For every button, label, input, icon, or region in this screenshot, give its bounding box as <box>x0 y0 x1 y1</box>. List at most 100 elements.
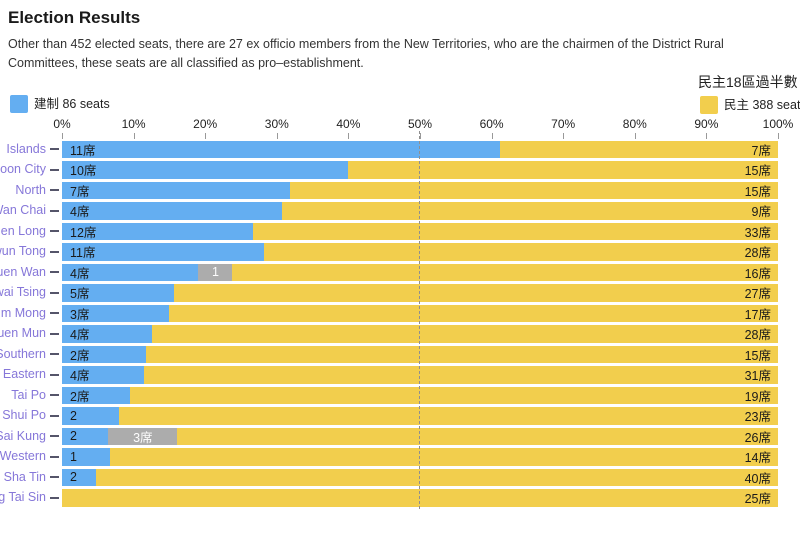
district-label: Kowloon City <box>0 162 46 176</box>
bar-segment-establishment <box>62 263 199 281</box>
bar-segment-establishment <box>62 386 131 404</box>
y-axis-tick-mark <box>50 291 59 294</box>
x-axis-tick-label: 40% <box>336 117 361 131</box>
bar-row: Tsuen Wan 4席 1 16席 <box>0 263 800 281</box>
establishment-seats-label: 12席 <box>70 225 97 240</box>
x-axis-tick-label: 100% <box>762 117 794 131</box>
bar-row: Islands 11席 7席 <box>0 140 800 158</box>
y-axis-tick-mark <box>50 455 59 458</box>
establishment-seats-label: 3席 <box>70 307 90 322</box>
x-axis-tick-label: 0% <box>53 117 71 131</box>
bar-segment-democracy <box>173 284 778 302</box>
district-label: Central and Western <box>0 449 46 463</box>
bar-segment-establishment <box>62 407 120 425</box>
district-label: Wan Chai <box>0 203 46 217</box>
bar-segment-democracy <box>109 448 778 466</box>
district-label: Sham Shui Po <box>0 408 46 422</box>
x-axis-tick-label: 90% <box>694 117 719 131</box>
district-label: Tai Po <box>11 387 46 402</box>
y-axis-tick-mark <box>50 373 59 376</box>
bar-segment-others <box>198 263 233 281</box>
bar-segment-democracy <box>289 181 778 199</box>
bar-segment-establishment <box>62 181 290 199</box>
establishment-seats-label: 2 <box>70 429 77 444</box>
democracy-seats-label: 15席 <box>744 348 771 363</box>
establishment-seats-label: 10席 <box>70 164 97 179</box>
bar-row: Eastern 4席 31席 <box>0 366 800 384</box>
y-axis-tick-mark <box>50 332 59 335</box>
bar-row: Kowloon City 10席 15席 <box>0 161 800 179</box>
bar-row: Wong Tai Sin 25席 <box>0 489 800 507</box>
bar-segment-establishment <box>62 140 500 158</box>
legend-democracy-swatch <box>700 96 718 114</box>
y-axis-tick-mark <box>50 353 59 355</box>
bar-segment-democracy <box>62 489 778 507</box>
subtitle-line-1: Other than 452 elected seats, there are … <box>8 37 724 51</box>
bar-row: Central and Western 1 14席 <box>0 448 800 466</box>
bar-segment-democracy <box>143 366 778 384</box>
democracy-seats-label: 28席 <box>744 246 771 261</box>
bar-row: Sha Tin 2 40席 <box>0 468 800 486</box>
x-axis-tick-mark <box>634 133 636 139</box>
bar-segment-establishment <box>62 427 109 445</box>
establishment-seats-label: 2 <box>70 470 77 485</box>
establishment-seats-label: 5席 <box>70 287 90 302</box>
democracy-seats-label: 15席 <box>744 164 771 179</box>
x-axis-tick-mark <box>778 133 779 139</box>
y-axis-tick-mark <box>50 435 59 437</box>
bar-segment-democracy <box>146 345 778 363</box>
x-axis-tick-mark <box>276 133 278 139</box>
democracy-seats-label: 25席 <box>744 492 771 507</box>
democracy-majority-annotation: 民主18區過半數 <box>698 74 798 90</box>
x-axis-tick-mark <box>420 133 421 139</box>
establishment-seats-label: 4席 <box>70 205 90 220</box>
democracy-seats-label: 17席 <box>744 307 771 322</box>
democracy-seats-label: 28席 <box>744 328 771 343</box>
bar-segment-establishment <box>62 448 110 466</box>
bar-row: Sai Kung 2 3席 26席 <box>0 427 800 445</box>
x-axis-tick-mark <box>563 133 565 139</box>
district-label: Eastern <box>2 367 46 381</box>
district-label: Tuen Mun <box>0 326 46 340</box>
bar-row: Wan Chai 4席 9席 <box>0 202 800 220</box>
others-seats-label: 3席 <box>133 430 153 445</box>
district-label: Kwun Tong <box>0 244 46 258</box>
bar-row: Kwai Tsing 5席 27席 <box>0 284 800 302</box>
democracy-seats-label: 23席 <box>744 410 771 425</box>
district-label: Wong Tai Sin <box>0 490 46 504</box>
democracy-seats-label: 33席 <box>744 225 771 240</box>
bar-row: North 7席 15席 <box>0 181 800 199</box>
bar-segment-democracy <box>499 140 778 158</box>
district-label: Kwai Tsing <box>0 285 46 299</box>
bar-segment-democracy <box>232 263 778 281</box>
legend-establishment-swatch <box>10 95 28 113</box>
bar-segment-democracy <box>252 222 778 240</box>
x-axis-tick-mark <box>133 133 135 139</box>
bar-segment-establishment <box>62 366 144 384</box>
y-axis-tick-mark <box>50 496 59 499</box>
y-axis-tick-mark <box>50 476 59 478</box>
establishment-seats-label: 11席 <box>70 246 96 261</box>
y-axis-tick-mark <box>50 230 59 232</box>
x-axis-tick-label: 30% <box>264 117 289 131</box>
bar-row: Yau Tsim Mong 3席 17席 <box>0 304 800 322</box>
district-label: Islands <box>6 141 46 156</box>
bar-segment-establishment <box>62 284 174 302</box>
democracy-seats-label: 16席 <box>744 266 771 281</box>
democracy-seats-label: 14席 <box>744 451 771 466</box>
x-axis-tick-label: 60% <box>479 117 504 131</box>
establishment-seats-label: 2 <box>70 408 77 423</box>
district-label: Yau Tsim Mong <box>0 305 46 320</box>
bar-segment-establishment <box>62 304 170 322</box>
bar-segment-democracy <box>96 468 778 486</box>
others-seats-label: 1 <box>211 265 219 280</box>
establishment-seats-label: 1 <box>70 449 77 464</box>
democracy-seats-label: 19席 <box>744 389 771 404</box>
y-axis-tick-mark <box>50 312 59 314</box>
democracy-seats-label: 9席 <box>751 205 771 220</box>
democracy-seats-label: 27席 <box>744 287 771 302</box>
x-axis-tick-mark <box>348 133 350 139</box>
x-axis-tick-label: 80% <box>622 117 647 131</box>
bar-segment-others <box>108 427 178 445</box>
